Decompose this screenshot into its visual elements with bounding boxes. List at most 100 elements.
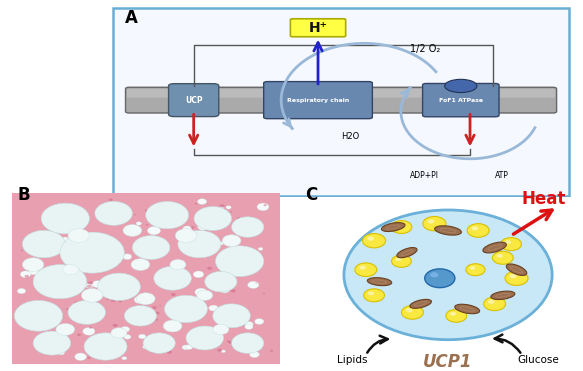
Circle shape — [258, 247, 263, 250]
Circle shape — [100, 214, 104, 217]
Circle shape — [175, 229, 196, 242]
Circle shape — [185, 297, 189, 300]
Circle shape — [48, 211, 52, 214]
Circle shape — [355, 263, 377, 276]
Circle shape — [159, 305, 161, 306]
Circle shape — [231, 333, 264, 353]
Circle shape — [84, 333, 127, 360]
Circle shape — [470, 266, 476, 270]
Circle shape — [168, 303, 173, 306]
Circle shape — [68, 281, 70, 283]
Circle shape — [196, 313, 202, 316]
Circle shape — [108, 347, 114, 350]
Circle shape — [227, 340, 230, 342]
Ellipse shape — [483, 242, 507, 253]
Circle shape — [245, 324, 253, 329]
Circle shape — [205, 272, 237, 292]
Circle shape — [236, 311, 245, 317]
Circle shape — [395, 257, 402, 261]
Circle shape — [217, 242, 223, 245]
Circle shape — [63, 255, 67, 257]
Circle shape — [213, 324, 229, 335]
Circle shape — [143, 333, 175, 353]
Circle shape — [75, 353, 86, 361]
Ellipse shape — [381, 223, 405, 232]
Circle shape — [35, 231, 43, 236]
Circle shape — [152, 306, 157, 309]
Circle shape — [219, 204, 224, 208]
Circle shape — [392, 255, 412, 267]
Circle shape — [395, 223, 402, 227]
Circle shape — [155, 312, 160, 314]
Circle shape — [20, 271, 31, 278]
Circle shape — [77, 285, 80, 287]
Circle shape — [257, 343, 261, 345]
Circle shape — [220, 287, 230, 293]
Circle shape — [505, 271, 528, 285]
Circle shape — [229, 341, 233, 344]
Circle shape — [257, 203, 269, 211]
Circle shape — [423, 216, 446, 231]
Circle shape — [94, 213, 96, 215]
Circle shape — [198, 252, 201, 254]
Text: H2O: H2O — [341, 132, 359, 141]
Circle shape — [181, 296, 189, 302]
FancyBboxPatch shape — [290, 19, 346, 37]
Circle shape — [198, 198, 207, 204]
Circle shape — [94, 261, 101, 265]
Circle shape — [21, 250, 23, 251]
Circle shape — [425, 269, 455, 288]
Circle shape — [122, 357, 127, 360]
Circle shape — [207, 267, 212, 270]
Circle shape — [66, 308, 68, 310]
Circle shape — [167, 342, 173, 345]
Circle shape — [450, 312, 456, 316]
Circle shape — [146, 224, 148, 226]
Circle shape — [59, 326, 62, 328]
Circle shape — [97, 273, 141, 301]
Circle shape — [170, 311, 174, 313]
Circle shape — [466, 264, 485, 276]
Circle shape — [359, 266, 366, 270]
Circle shape — [182, 226, 192, 232]
Circle shape — [244, 334, 254, 340]
Circle shape — [209, 305, 218, 311]
Circle shape — [96, 236, 100, 239]
Ellipse shape — [455, 304, 480, 314]
Ellipse shape — [491, 291, 515, 299]
Circle shape — [501, 238, 521, 250]
Circle shape — [198, 223, 209, 230]
Ellipse shape — [397, 247, 417, 258]
Circle shape — [427, 219, 434, 224]
Circle shape — [82, 289, 103, 302]
Circle shape — [88, 281, 93, 285]
Circle shape — [47, 322, 52, 325]
Circle shape — [108, 240, 112, 242]
Circle shape — [250, 351, 259, 358]
Circle shape — [108, 198, 113, 201]
Circle shape — [184, 239, 187, 240]
Circle shape — [391, 221, 412, 233]
FancyBboxPatch shape — [264, 82, 373, 119]
Circle shape — [196, 290, 213, 301]
Circle shape — [497, 254, 503, 258]
Circle shape — [58, 351, 65, 355]
Circle shape — [113, 324, 118, 327]
Circle shape — [136, 222, 142, 225]
Circle shape — [45, 214, 50, 217]
Circle shape — [140, 246, 152, 253]
Circle shape — [237, 217, 241, 220]
Circle shape — [124, 306, 156, 326]
Circle shape — [56, 324, 75, 335]
Circle shape — [104, 204, 108, 207]
Circle shape — [194, 207, 231, 230]
Circle shape — [467, 224, 489, 237]
Circle shape — [24, 275, 29, 278]
Circle shape — [153, 214, 158, 217]
Circle shape — [123, 224, 142, 236]
Ellipse shape — [435, 226, 461, 235]
Circle shape — [244, 274, 245, 275]
Circle shape — [92, 281, 103, 288]
Text: C: C — [305, 186, 318, 204]
Circle shape — [510, 274, 517, 278]
